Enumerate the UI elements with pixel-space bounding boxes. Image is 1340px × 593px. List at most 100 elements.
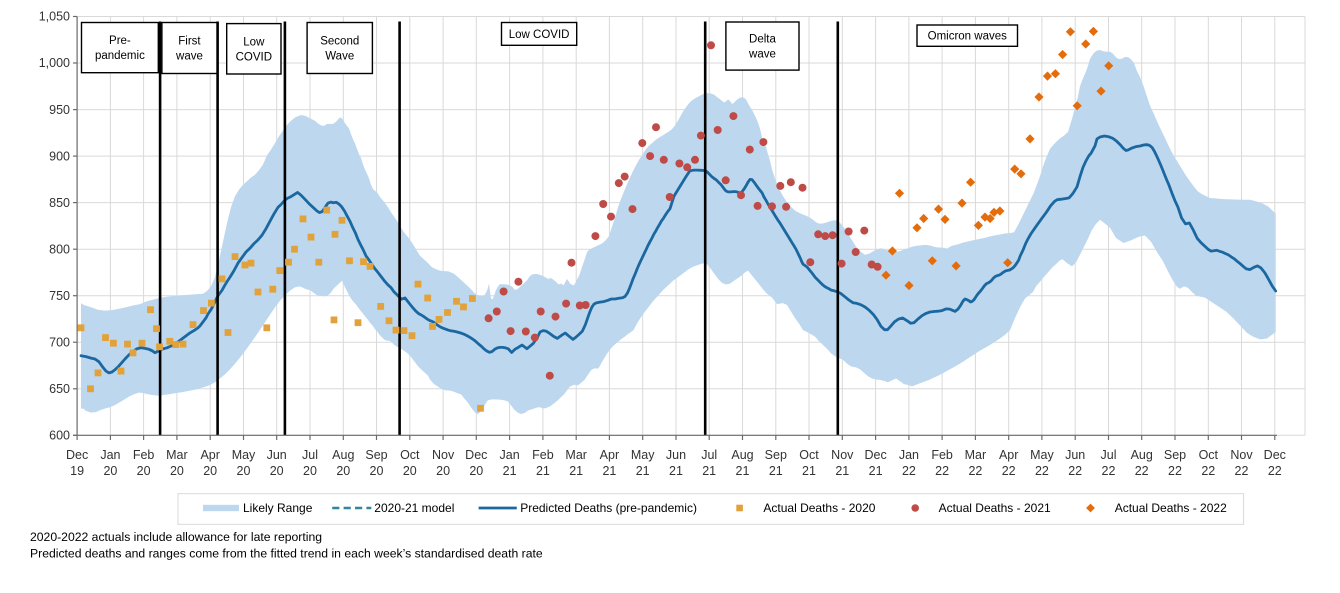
svg-text:22: 22 xyxy=(902,464,916,478)
svg-text:May: May xyxy=(232,448,256,462)
svg-text:2020-21 model: 2020-21 model xyxy=(374,501,454,515)
svg-text:20: 20 xyxy=(103,464,117,478)
svg-text:20: 20 xyxy=(137,464,151,478)
svg-text:Jun: Jun xyxy=(666,448,686,462)
svg-text:950: 950 xyxy=(49,103,70,117)
svg-text:Oct: Oct xyxy=(400,448,420,462)
svg-text:20: 20 xyxy=(436,464,450,478)
svg-text:Jun: Jun xyxy=(1065,448,1085,462)
svg-text:Pre-: Pre- xyxy=(109,35,131,47)
svg-text:2020-2022 actuals include allo: 2020-2022 actuals include allowance for … xyxy=(30,530,322,544)
svg-text:21: 21 xyxy=(736,464,750,478)
svg-text:22: 22 xyxy=(1135,464,1149,478)
svg-text:20: 20 xyxy=(403,464,417,478)
svg-text:Jan: Jan xyxy=(500,448,520,462)
svg-text:Oct: Oct xyxy=(799,448,819,462)
svg-text:21: 21 xyxy=(503,464,517,478)
svg-text:May: May xyxy=(631,448,655,462)
svg-text:21: 21 xyxy=(636,464,650,478)
svg-text:20: 20 xyxy=(336,464,350,478)
svg-text:Nov: Nov xyxy=(432,448,455,462)
svg-text:wave: wave xyxy=(175,51,203,63)
svg-text:Jan: Jan xyxy=(899,448,919,462)
svg-text:Low COVID: Low COVID xyxy=(509,29,570,41)
svg-text:Sep: Sep xyxy=(765,448,787,462)
svg-text:Sep: Sep xyxy=(365,448,387,462)
svg-text:May: May xyxy=(1030,448,1054,462)
svg-text:21: 21 xyxy=(569,464,583,478)
svg-text:Jan: Jan xyxy=(100,448,120,462)
svg-text:Predicted deaths and ranges co: Predicted deaths and ranges come from th… xyxy=(30,547,543,561)
svg-text:Likely Range: Likely Range xyxy=(243,501,313,515)
svg-text:20: 20 xyxy=(303,464,317,478)
svg-text:650: 650 xyxy=(49,382,70,396)
svg-text:22: 22 xyxy=(1201,464,1215,478)
svg-text:Dec: Dec xyxy=(1264,448,1286,462)
svg-text:Low: Low xyxy=(243,36,265,48)
svg-text:22: 22 xyxy=(1168,464,1182,478)
svg-text:Wave: Wave xyxy=(325,51,354,63)
svg-text:800: 800 xyxy=(49,242,70,256)
svg-text:850: 850 xyxy=(49,196,70,210)
svg-text:22: 22 xyxy=(1035,464,1049,478)
svg-text:Aug: Aug xyxy=(731,448,753,462)
svg-text:Aug: Aug xyxy=(332,448,354,462)
svg-text:Delta: Delta xyxy=(749,34,776,46)
svg-text:Feb: Feb xyxy=(931,448,953,462)
svg-text:21: 21 xyxy=(802,464,816,478)
svg-text:900: 900 xyxy=(49,149,70,163)
svg-text:700: 700 xyxy=(49,335,70,349)
svg-text:Mar: Mar xyxy=(565,448,587,462)
svg-text:Apr: Apr xyxy=(999,448,1018,462)
svg-text:Apr: Apr xyxy=(600,448,619,462)
svg-text:Jul: Jul xyxy=(302,448,318,462)
svg-text:Aug: Aug xyxy=(1131,448,1153,462)
svg-text:Mar: Mar xyxy=(166,448,188,462)
svg-text:22: 22 xyxy=(1102,464,1116,478)
svg-text:Actual Deaths - 2020: Actual Deaths - 2020 xyxy=(763,501,875,515)
svg-text:Feb: Feb xyxy=(532,448,554,462)
svg-text:1,000: 1,000 xyxy=(39,56,70,70)
svg-text:750: 750 xyxy=(49,289,70,303)
svg-text:Second: Second xyxy=(320,36,359,48)
svg-text:Oct: Oct xyxy=(1199,448,1219,462)
svg-text:Jul: Jul xyxy=(1101,448,1117,462)
svg-text:20: 20 xyxy=(469,464,483,478)
svg-text:600: 600 xyxy=(49,429,70,443)
svg-text:22: 22 xyxy=(1068,464,1082,478)
svg-text:21: 21 xyxy=(869,464,883,478)
svg-text:20: 20 xyxy=(270,464,284,478)
svg-text:Apr: Apr xyxy=(200,448,219,462)
svg-text:Dec: Dec xyxy=(864,448,886,462)
svg-text:20: 20 xyxy=(170,464,184,478)
svg-text:19: 19 xyxy=(70,464,84,478)
svg-text:Omicron waves: Omicron waves xyxy=(928,31,1007,43)
svg-text:20: 20 xyxy=(370,464,384,478)
svg-text:20: 20 xyxy=(237,464,251,478)
svg-text:Nov: Nov xyxy=(1230,448,1253,462)
svg-text:22: 22 xyxy=(968,464,982,478)
svg-text:Actual Deaths - 2021: Actual Deaths - 2021 xyxy=(939,501,1051,515)
svg-text:COVID: COVID xyxy=(236,51,272,63)
svg-text:Dec: Dec xyxy=(66,448,88,462)
svg-text:Feb: Feb xyxy=(133,448,155,462)
svg-text:Predicted Deaths (pre-pandemic: Predicted Deaths (pre-pandemic) xyxy=(520,501,697,515)
svg-text:First: First xyxy=(178,36,201,48)
svg-text:21: 21 xyxy=(602,464,616,478)
svg-text:20: 20 xyxy=(203,464,217,478)
svg-text:22: 22 xyxy=(1002,464,1016,478)
svg-text:Dec: Dec xyxy=(465,448,487,462)
svg-text:Actual Deaths - 2022: Actual Deaths - 2022 xyxy=(1115,501,1227,515)
svg-text:21: 21 xyxy=(702,464,716,478)
svg-text:Jul: Jul xyxy=(701,448,717,462)
svg-text:21: 21 xyxy=(835,464,849,478)
svg-text:Nov: Nov xyxy=(831,448,854,462)
svg-text:22: 22 xyxy=(1235,464,1249,478)
svg-text:Jun: Jun xyxy=(267,448,287,462)
svg-text:22: 22 xyxy=(935,464,949,478)
svg-text:22: 22 xyxy=(1268,464,1282,478)
svg-text:pandemic: pandemic xyxy=(95,50,145,62)
svg-text:1,050: 1,050 xyxy=(39,10,70,24)
svg-text:wave: wave xyxy=(748,49,776,61)
svg-text:21: 21 xyxy=(536,464,550,478)
